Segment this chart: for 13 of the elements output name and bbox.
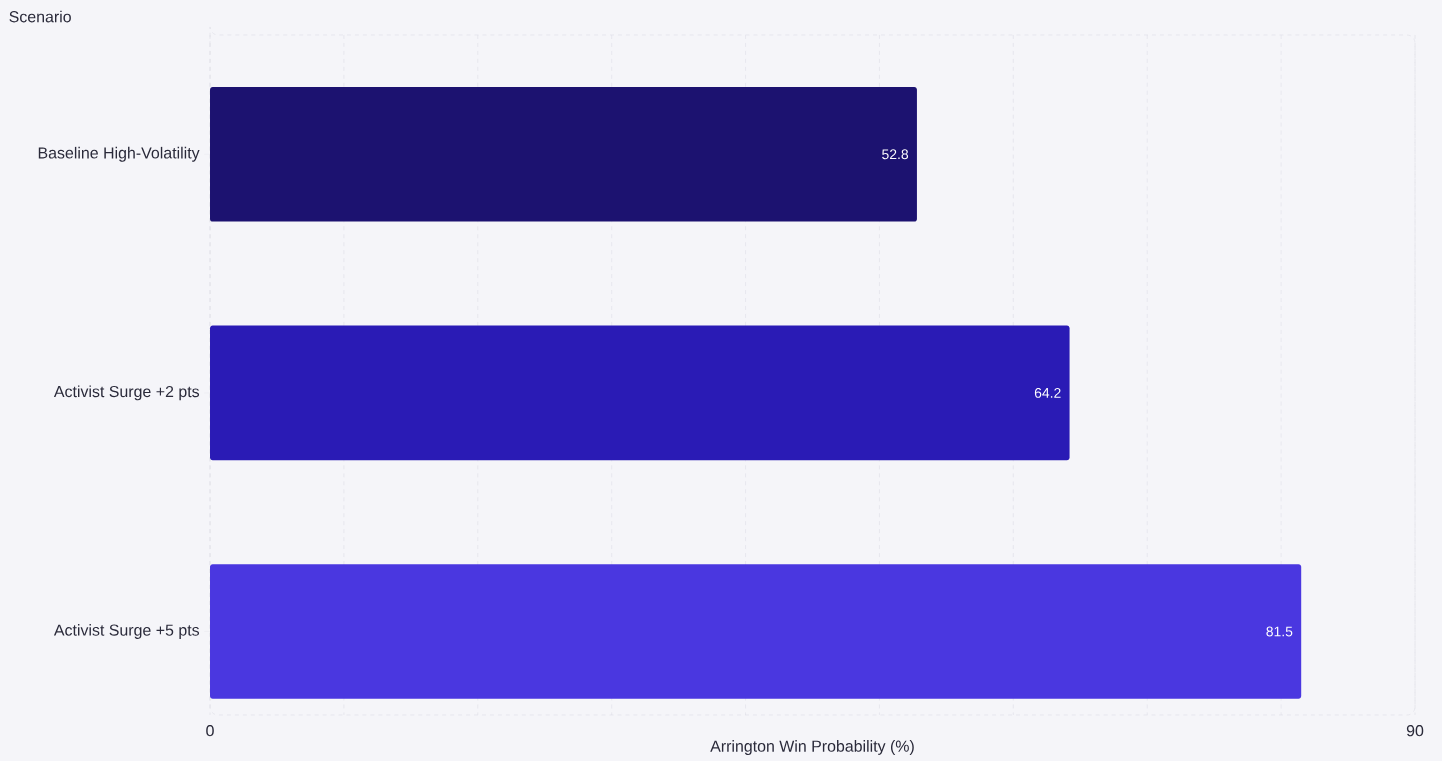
x-axis-title: Arrington Win Probability (%) [710, 740, 914, 755]
y-tick-label: Baseline High-Volatility [38, 146, 200, 162]
y-tick-label: Activist Surge +5 pts [53, 624, 200, 639]
y-tick-label: Activist Surge +2 pts [53, 385, 200, 401]
bar [210, 325, 1070, 461]
data-label: 52.8 [882, 149, 909, 160]
x-tick-label: 0 [206, 725, 214, 737]
data-label: 64.2 [1034, 387, 1061, 398]
bar [210, 564, 1302, 699]
bar [210, 87, 917, 222]
x-tick-label: 90 [1406, 725, 1424, 737]
y-axis-title: Scenario [9, 10, 71, 23]
data-label: 81.5 [1266, 626, 1293, 637]
